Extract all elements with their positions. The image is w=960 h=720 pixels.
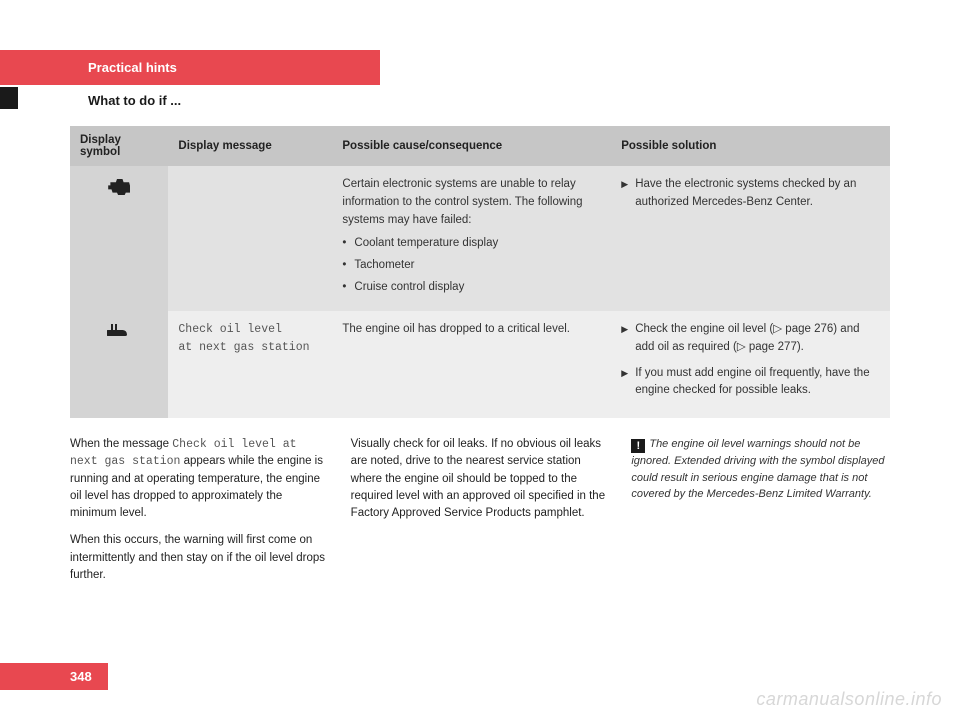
- solution-cell: Check the engine oil level (▷ page 276) …: [611, 311, 890, 418]
- solution-item: Check the engine oil level (▷ page 276) …: [621, 321, 880, 357]
- table-row: Check oil level at next gas station The …: [70, 311, 890, 418]
- section-tab: [0, 87, 18, 109]
- diagnostics-table: Display symbol Display message Possible …: [70, 126, 890, 418]
- cause-text: Certain electronic systems are unable to…: [342, 176, 601, 229]
- symbol-cell: [70, 166, 168, 311]
- list-item: Coolant temperature display: [342, 235, 601, 253]
- body-paragraph: Visually check for oil leaks. If no obvi…: [351, 436, 610, 522]
- cause-text: The engine oil has dropped to a critical…: [342, 321, 601, 339]
- th-symbol: Display symbol: [70, 126, 168, 166]
- th-solution: Possible solution: [611, 126, 890, 166]
- oil-icon: [107, 326, 131, 340]
- body-col-2: Visually check for oil leaks. If no obvi…: [351, 436, 610, 594]
- solution-item: If you must add engine oil frequently, h…: [621, 365, 880, 401]
- page-number: 348: [0, 663, 108, 690]
- watermark: carmanualsonline.info: [756, 689, 942, 710]
- th-cause: Possible cause/consequence: [332, 126, 611, 166]
- message-cell: [168, 166, 332, 311]
- warning-text: The engine oil level warnings should not…: [631, 438, 884, 500]
- warning-note: !The engine oil level warnings should no…: [631, 436, 890, 503]
- cause-list: Coolant temperature display Tachometer C…: [342, 235, 601, 296]
- subsection-header: What to do if ...: [70, 85, 890, 126]
- table-row: Certain electronic systems are unable to…: [70, 166, 890, 311]
- body-paragraph: When the message Check oil level at next…: [70, 436, 329, 522]
- section-header: Practical hints: [0, 50, 380, 85]
- body-columns: When the message Check oil level at next…: [70, 436, 890, 594]
- cause-cell: The engine oil has dropped to a critical…: [332, 311, 611, 418]
- body-paragraph: When this occurs, the warning will first…: [70, 532, 329, 584]
- symbol-cell: [70, 311, 168, 418]
- message-cell: Check oil level at next gas station: [168, 311, 332, 418]
- body-col-3: !The engine oil level warnings should no…: [631, 436, 890, 594]
- th-message: Display message: [168, 126, 332, 166]
- message-line: Check oil level: [178, 321, 322, 339]
- warning-icon: !: [631, 439, 645, 453]
- cause-cell: Certain electronic systems are unable to…: [332, 166, 611, 311]
- solution-cell: Have the electronic systems checked by a…: [611, 166, 890, 311]
- solution-item: Have the electronic systems checked by a…: [621, 176, 880, 212]
- list-item: Tachometer: [342, 257, 601, 275]
- body-col-1: When the message Check oil level at next…: [70, 436, 329, 594]
- subsection-text: What to do if ...: [88, 93, 181, 108]
- message-line: at next gas station: [178, 339, 322, 357]
- text-run: When the message: [70, 438, 172, 450]
- engine-icon: [108, 179, 130, 195]
- table-header-row: Display symbol Display message Possible …: [70, 126, 890, 166]
- list-item: Cruise control display: [342, 279, 601, 297]
